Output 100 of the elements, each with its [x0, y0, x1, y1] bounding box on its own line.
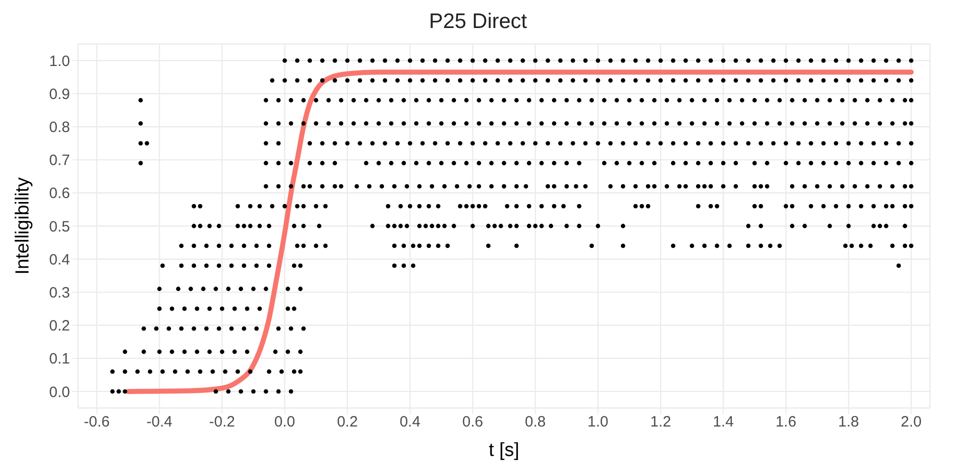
- point: [157, 350, 162, 354]
- point: [257, 224, 262, 228]
- point: [489, 184, 494, 188]
- point: [320, 160, 325, 166]
- point: [439, 160, 444, 166]
- point: [658, 58, 663, 63]
- point: [627, 98, 632, 102]
- point: [445, 78, 450, 83]
- point: [714, 121, 720, 126]
- point: [414, 121, 418, 126]
- point: [301, 204, 306, 208]
- point: [896, 58, 901, 63]
- point: [640, 204, 644, 208]
- point: [652, 184, 657, 188]
- point: [432, 141, 438, 146]
- point: [702, 121, 707, 126]
- point: [627, 160, 632, 166]
- point: [909, 184, 914, 188]
- point: [858, 204, 864, 208]
- point: [476, 121, 482, 126]
- point: [320, 184, 325, 188]
- point: [179, 264, 184, 268]
- point: [902, 184, 908, 188]
- point: [216, 244, 222, 248]
- point: [746, 224, 751, 228]
- point: [871, 160, 876, 166]
- point: [295, 244, 300, 248]
- point: [266, 264, 272, 268]
- point: [392, 224, 397, 228]
- point: [430, 184, 434, 188]
- point: [382, 78, 388, 83]
- point: [708, 204, 713, 208]
- point: [690, 244, 694, 248]
- point: [890, 244, 895, 248]
- point: [301, 184, 306, 188]
- point: [834, 58, 838, 63]
- point: [204, 326, 209, 331]
- x-tick-label: -0.6: [84, 414, 110, 431]
- point: [865, 121, 870, 126]
- point: [526, 121, 532, 126]
- point: [796, 160, 801, 166]
- point: [436, 224, 440, 228]
- point: [445, 244, 450, 248]
- point: [708, 141, 713, 146]
- point: [160, 369, 165, 374]
- point: [432, 78, 438, 83]
- point: [764, 184, 770, 188]
- point: [802, 121, 807, 126]
- point: [410, 244, 416, 248]
- point: [192, 244, 196, 248]
- point: [646, 78, 650, 83]
- point: [852, 184, 858, 188]
- point: [784, 204, 788, 208]
- point: [764, 160, 770, 166]
- point: [834, 78, 838, 83]
- point: [276, 389, 281, 394]
- point: [677, 184, 682, 188]
- point: [301, 326, 306, 331]
- point: [242, 224, 246, 228]
- point: [909, 141, 914, 146]
- point: [752, 121, 757, 126]
- point: [470, 58, 475, 63]
- point: [596, 58, 600, 63]
- x-tick-label: 1.6: [775, 414, 796, 431]
- point: [458, 141, 462, 146]
- point: [229, 264, 234, 268]
- point: [216, 224, 222, 228]
- point: [714, 204, 720, 208]
- point: [148, 369, 152, 374]
- point: [486, 224, 491, 228]
- point: [740, 98, 744, 102]
- y-tick-label: 1.0: [49, 52, 70, 70]
- point: [423, 224, 428, 228]
- point: [351, 98, 356, 102]
- point: [690, 98, 694, 102]
- point: [264, 286, 268, 292]
- point: [264, 141, 268, 146]
- point: [266, 369, 272, 374]
- point: [254, 244, 259, 248]
- point: [204, 264, 209, 268]
- point: [110, 389, 115, 394]
- point: [708, 184, 713, 188]
- point: [784, 160, 788, 166]
- point: [858, 141, 864, 146]
- point: [358, 58, 362, 63]
- point: [402, 160, 406, 166]
- point: [166, 326, 172, 331]
- point: [476, 98, 482, 102]
- point: [238, 389, 244, 394]
- point: [878, 121, 882, 126]
- point: [292, 306, 296, 311]
- point: [138, 160, 143, 166]
- x-axis-title: t [s]: [488, 440, 520, 461]
- point: [546, 78, 550, 83]
- point: [696, 160, 700, 166]
- point: [426, 160, 432, 166]
- x-tick-label: 0.0: [274, 414, 296, 431]
- point: [370, 58, 375, 63]
- point: [370, 78, 375, 83]
- point: [670, 244, 676, 248]
